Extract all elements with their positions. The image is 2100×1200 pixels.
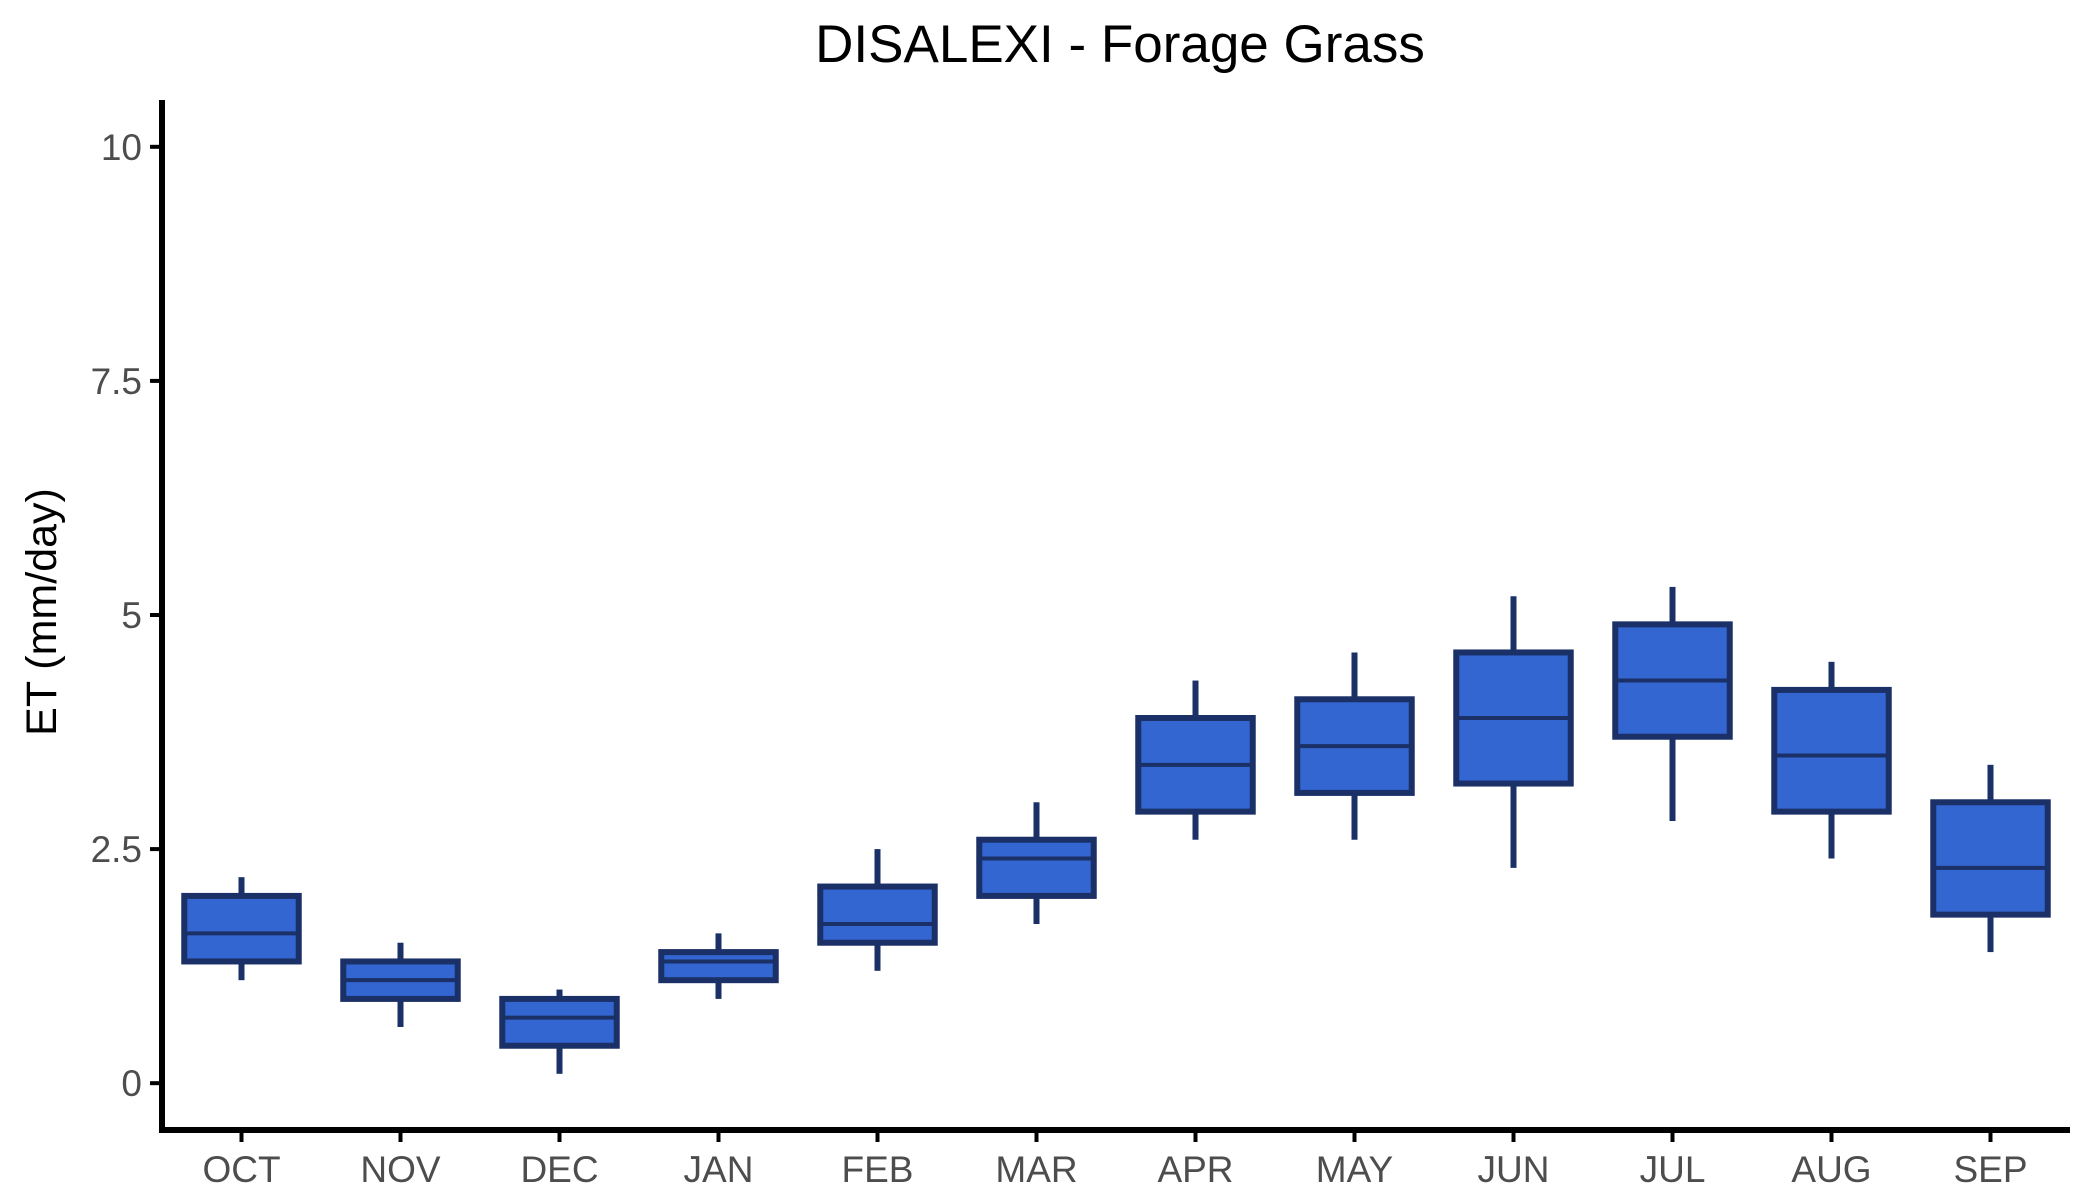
- x-tick-label: JUL: [1640, 1149, 1706, 1190]
- x-tick-label: FEB: [842, 1149, 914, 1190]
- box-sep: [1930, 764, 2051, 953]
- y-axis-title: ET (mm/day): [18, 488, 66, 736]
- box-series: [181, 586, 2051, 1074]
- box-jan: [658, 933, 779, 999]
- box-iqr: [181, 892, 302, 965]
- x-tick-label: MAR: [995, 1149, 1077, 1190]
- x-tick-label: OCT: [202, 1149, 280, 1190]
- box-nov: [340, 942, 461, 1027]
- x-tick-label: SEP: [1953, 1149, 2027, 1190]
- box-mar: [976, 802, 1097, 924]
- box-iqr: [817, 883, 938, 946]
- x-tick-label: AUG: [1791, 1149, 1871, 1190]
- x-tick-label: MAY: [1316, 1149, 1393, 1190]
- box-iqr: [1771, 686, 1892, 815]
- x-tick-label: DEC: [520, 1149, 598, 1190]
- box-iqr: [499, 995, 620, 1049]
- y-axis: 0 2.5 5 7.5 10: [91, 127, 162, 1104]
- x-tick-label: APR: [1157, 1149, 1233, 1190]
- box-iqr: [976, 836, 1097, 899]
- box-iqr: [658, 949, 779, 984]
- x-tick-label: JAN: [684, 1149, 754, 1190]
- box-iqr: [1930, 799, 2051, 918]
- x-tick-label: JUN: [1478, 1149, 1550, 1190]
- x-axis: OCT NOV DEC JAN FEB MAR APR MAY JUN JUL AUG SEP: [202, 1130, 2028, 1190]
- y-tick-label: 0: [121, 1063, 142, 1104]
- x-tick-label: NOV: [360, 1149, 441, 1190]
- y-tick-label: 10: [101, 127, 142, 168]
- y-tick-label: 7.5: [91, 361, 142, 402]
- box-aug: [1771, 661, 1892, 859]
- y-tick-label: 2.5: [91, 829, 142, 870]
- y-tick-label: 5: [121, 595, 142, 636]
- box-dec: [499, 989, 620, 1074]
- box-oct: [181, 877, 302, 981]
- box-may: [1294, 652, 1415, 840]
- box-apr: [1135, 680, 1256, 840]
- chart-title: DISALEXI - Forage Grass: [815, 15, 1425, 74]
- box-jun: [1453, 596, 1574, 868]
- box-feb: [817, 849, 938, 971]
- box-jul: [1612, 586, 1733, 821]
